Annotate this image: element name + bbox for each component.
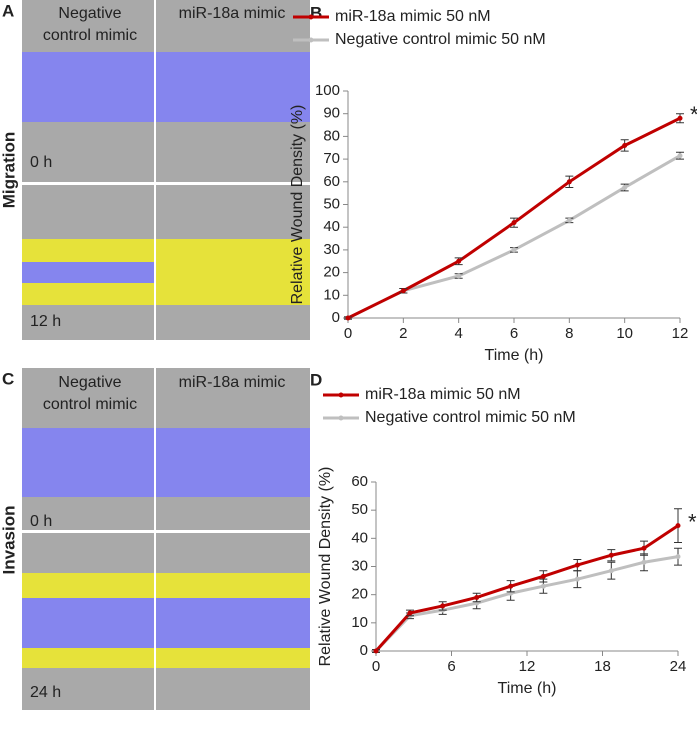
row-label: Invasion [0,506,18,575]
wound-area [22,598,310,648]
annotation: * [688,509,697,534]
point [440,603,446,609]
series-line [374,555,679,653]
point [622,184,628,190]
point [345,315,351,321]
wound-area [22,52,310,122]
point [574,562,580,568]
y-tick-label: 60 [351,473,368,490]
y-tick-label: 70 [323,150,340,167]
point [675,523,681,529]
wound-area [22,428,310,497]
time-label: 24 h [30,684,61,701]
wound-area [22,262,155,283]
x-tick-label: 6 [447,658,455,675]
column-label: Negative [58,374,121,391]
y-tick-label: 10 [323,286,340,303]
y-tick-label: 20 [351,586,368,603]
point [566,217,572,223]
point [608,568,614,574]
y-tick-label: 0 [360,642,368,659]
legend-label: miR-18a mimic 50 nM [365,386,521,403]
x-tick-label: 8 [565,325,573,342]
x-tick-label: 0 [372,658,380,675]
point [641,559,647,565]
y-axis-label: Relative Wound Density (%) [289,105,306,305]
x-tick-label: 24 [670,658,687,675]
point [540,583,546,589]
y-tick-label: 40 [351,529,368,546]
y-tick-label: 50 [351,501,368,518]
series-line [374,524,679,652]
y-tick-label: 20 [323,264,340,281]
time-label: 0 h [30,513,52,530]
legend-label: Negative control mimic 50 nM [335,31,546,48]
point [677,153,683,159]
panel-label: B [310,3,322,22]
point [373,648,379,654]
point [675,554,681,560]
point [456,258,462,264]
point [400,288,406,294]
row-label: Migration [0,132,18,209]
annotation: * [690,102,697,127]
x-tick-label: 12 [519,658,536,675]
point [474,594,480,600]
point [608,552,614,558]
point [511,220,517,226]
point [677,115,683,121]
panel-label: D [310,370,322,389]
y-tick-label: 100 [315,82,340,99]
point [407,610,413,616]
legend-label: Negative control mimic 50 nM [365,409,576,426]
x-axis-label: Time (h) [485,347,544,364]
point [566,179,572,185]
x-tick-label: 0 [344,325,352,342]
point [622,142,628,148]
y-axis-label: Relative Wound Density (%) [317,467,334,667]
panel-label: A [2,1,14,20]
point [540,573,546,579]
legend-marker [308,14,314,20]
y-tick-label: 60 [323,173,340,190]
panel-label: C [2,369,14,388]
column-label: Negative [58,5,121,22]
x-tick-label: 12 [672,325,689,342]
time-label: 12 h [30,313,61,330]
legend-marker [308,37,314,43]
x-tick-label: 18 [594,658,611,675]
y-tick-label: 80 [323,127,340,144]
legend-label: miR-18a mimic 50 nM [335,8,491,25]
time-label: 0 h [30,154,52,171]
y-tick-label: 30 [351,557,368,574]
y-tick-label: 10 [351,614,368,631]
y-tick-label: 90 [323,105,340,122]
column-label: miR-18a mimic [179,374,286,391]
point [456,273,462,279]
x-tick-label: 10 [616,325,633,342]
x-axis-label: Time (h) [498,680,557,697]
micrographs: A C Migration Invasion Negative control … [0,0,310,710]
x-tick-label: 4 [454,325,462,342]
column-label: miR-18a mimic [179,5,286,22]
y-tick-label: 30 [323,241,340,258]
y-tick-label: 40 [323,218,340,235]
column-label: control mimic [43,396,137,413]
point [511,247,517,253]
y-tick-label: 50 [323,195,340,212]
point [574,576,580,582]
point [508,583,514,589]
column-label: control mimic [43,27,137,44]
point [641,545,647,551]
x-tick-label: 6 [510,325,518,342]
legend-marker [338,415,344,421]
y-tick-label: 0 [332,309,340,326]
legend-marker [338,392,344,398]
x-tick-label: 2 [399,325,407,342]
